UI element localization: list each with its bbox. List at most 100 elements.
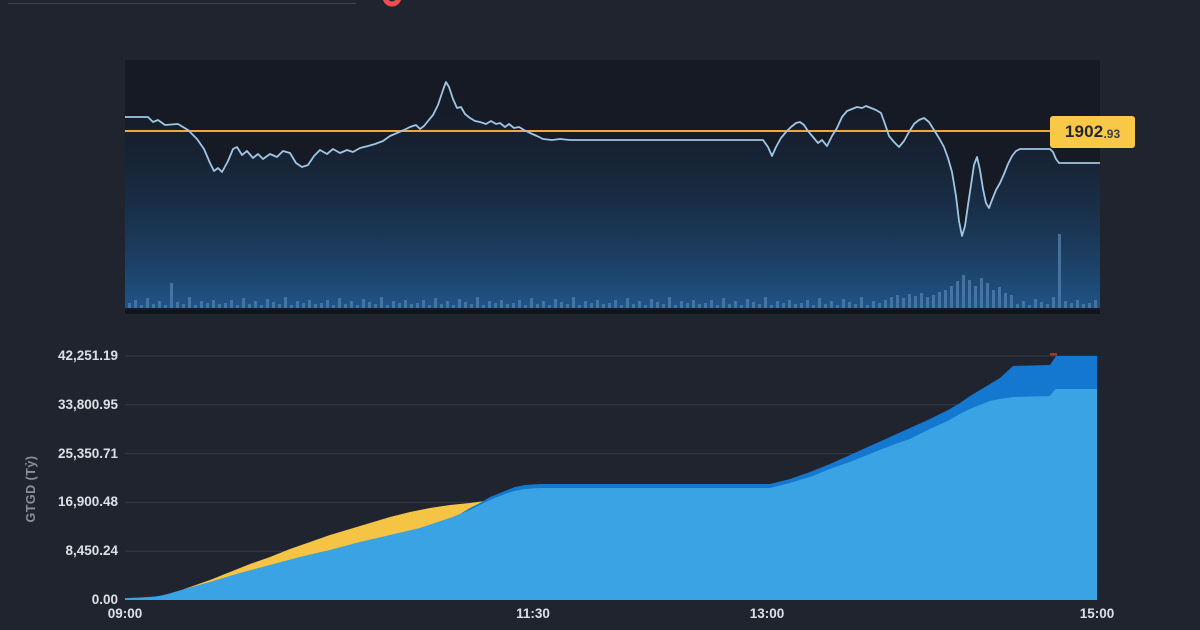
volume-bar bbox=[488, 301, 491, 308]
volume-bar bbox=[722, 298, 725, 308]
volume-bar bbox=[536, 304, 539, 308]
volume-bar bbox=[902, 298, 905, 308]
volume-bar bbox=[686, 303, 689, 308]
volume-bar bbox=[452, 305, 455, 308]
volume-bar bbox=[962, 275, 965, 308]
volume-bar bbox=[182, 304, 185, 308]
volume-bar bbox=[1046, 304, 1049, 308]
volume-bar bbox=[476, 297, 479, 308]
volume-bar bbox=[524, 305, 527, 308]
volume-bar bbox=[590, 303, 593, 308]
volume-bar bbox=[764, 297, 767, 308]
volume-bar bbox=[614, 300, 617, 308]
volume-bar bbox=[230, 300, 233, 308]
volume-bar bbox=[968, 280, 971, 308]
volume-bar bbox=[530, 298, 533, 308]
volume-bar bbox=[1082, 304, 1085, 308]
volume-bar bbox=[470, 304, 473, 308]
volume-bar bbox=[386, 305, 389, 308]
volume-bar bbox=[746, 299, 749, 308]
volume-bar bbox=[668, 297, 671, 308]
volume-bar bbox=[518, 300, 521, 308]
x-tick-label: 13:00 bbox=[749, 606, 785, 621]
volume-bar bbox=[890, 297, 893, 308]
volume-bar bbox=[164, 305, 167, 308]
volume-bar bbox=[542, 301, 545, 308]
volume-bar bbox=[842, 299, 845, 308]
volume-bar bbox=[1010, 295, 1013, 308]
volume-bar bbox=[674, 305, 677, 308]
volume-bar bbox=[332, 305, 335, 308]
volume-bar bbox=[506, 304, 509, 308]
volume-bar bbox=[728, 304, 731, 308]
volume-bar bbox=[734, 301, 737, 308]
volume-bar bbox=[578, 305, 581, 308]
volume-bar bbox=[782, 303, 785, 308]
volume-bar bbox=[314, 304, 317, 308]
volume-bar bbox=[650, 299, 653, 308]
volume-bar bbox=[446, 301, 449, 308]
volume-bar bbox=[1088, 303, 1091, 308]
volume-bar bbox=[146, 298, 149, 308]
y-tick-label: 8,450.24 bbox=[65, 543, 118, 558]
volume-bar bbox=[752, 302, 755, 308]
volume-bar bbox=[434, 298, 437, 308]
x-tick-label: 09:00 bbox=[107, 606, 143, 621]
volume-bar bbox=[326, 300, 329, 308]
volume-bar bbox=[656, 302, 659, 308]
volume-bar bbox=[1094, 300, 1097, 308]
volume-bar bbox=[392, 301, 395, 308]
volume-bar bbox=[854, 304, 857, 308]
volume-bar bbox=[206, 303, 209, 308]
volume-bar bbox=[602, 304, 605, 308]
volume-bar bbox=[866, 305, 869, 308]
volume-bar bbox=[818, 298, 821, 308]
volume-bar bbox=[422, 300, 425, 308]
y-tick-label: 16,900.48 bbox=[57, 494, 118, 509]
volume-bar bbox=[296, 301, 299, 308]
volume-bar bbox=[1040, 302, 1043, 308]
volume-bar bbox=[500, 300, 503, 308]
last-price-dec: .93 bbox=[1103, 126, 1121, 141]
volume-bar bbox=[692, 300, 695, 308]
volume-bar bbox=[404, 300, 407, 308]
volume-bar bbox=[872, 301, 875, 308]
volume-bar bbox=[548, 305, 551, 308]
volume-bar bbox=[914, 296, 917, 308]
volume-bar bbox=[1004, 293, 1007, 308]
volume-bar bbox=[956, 281, 959, 308]
volume-bar bbox=[1016, 304, 1019, 308]
price-chart-canvas[interactable] bbox=[125, 60, 1100, 310]
volume-bar bbox=[440, 304, 443, 308]
volume-bar bbox=[920, 293, 923, 308]
volume-bar bbox=[1022, 301, 1025, 308]
volume-bar bbox=[428, 305, 431, 308]
volume-bar bbox=[1028, 305, 1031, 308]
volume-bar bbox=[200, 301, 203, 308]
volume-bar bbox=[302, 303, 305, 308]
volume-bar bbox=[218, 304, 221, 308]
volume-bar bbox=[272, 302, 275, 308]
volume-bar bbox=[284, 297, 287, 308]
logo-fragment-icon bbox=[382, 0, 402, 7]
volume-bar bbox=[986, 283, 989, 308]
volume-bar bbox=[800, 303, 803, 308]
volume-bar bbox=[416, 303, 419, 308]
trading-value-chart[interactable] bbox=[124, 345, 1097, 601]
volume-bar bbox=[458, 299, 461, 308]
index-price-chart[interactable] bbox=[125, 60, 1100, 314]
volume-bar bbox=[308, 300, 311, 308]
volume-bar bbox=[248, 304, 251, 308]
volume-bar bbox=[584, 301, 587, 308]
volume-bar bbox=[926, 297, 929, 308]
volume-bar bbox=[830, 301, 833, 308]
volume-bar bbox=[704, 303, 707, 308]
value-chart-y-axis: 42,251.19 33,800.95 25,350.71 16,900.48 8,45… bbox=[0, 345, 118, 607]
volume-bar bbox=[194, 305, 197, 308]
volume-bar bbox=[512, 303, 515, 308]
volume-bar bbox=[410, 304, 413, 308]
volume-bar bbox=[776, 301, 779, 308]
volume-bar bbox=[680, 301, 683, 308]
value-chart-canvas[interactable] bbox=[124, 345, 1097, 601]
volume-bar bbox=[236, 305, 239, 308]
